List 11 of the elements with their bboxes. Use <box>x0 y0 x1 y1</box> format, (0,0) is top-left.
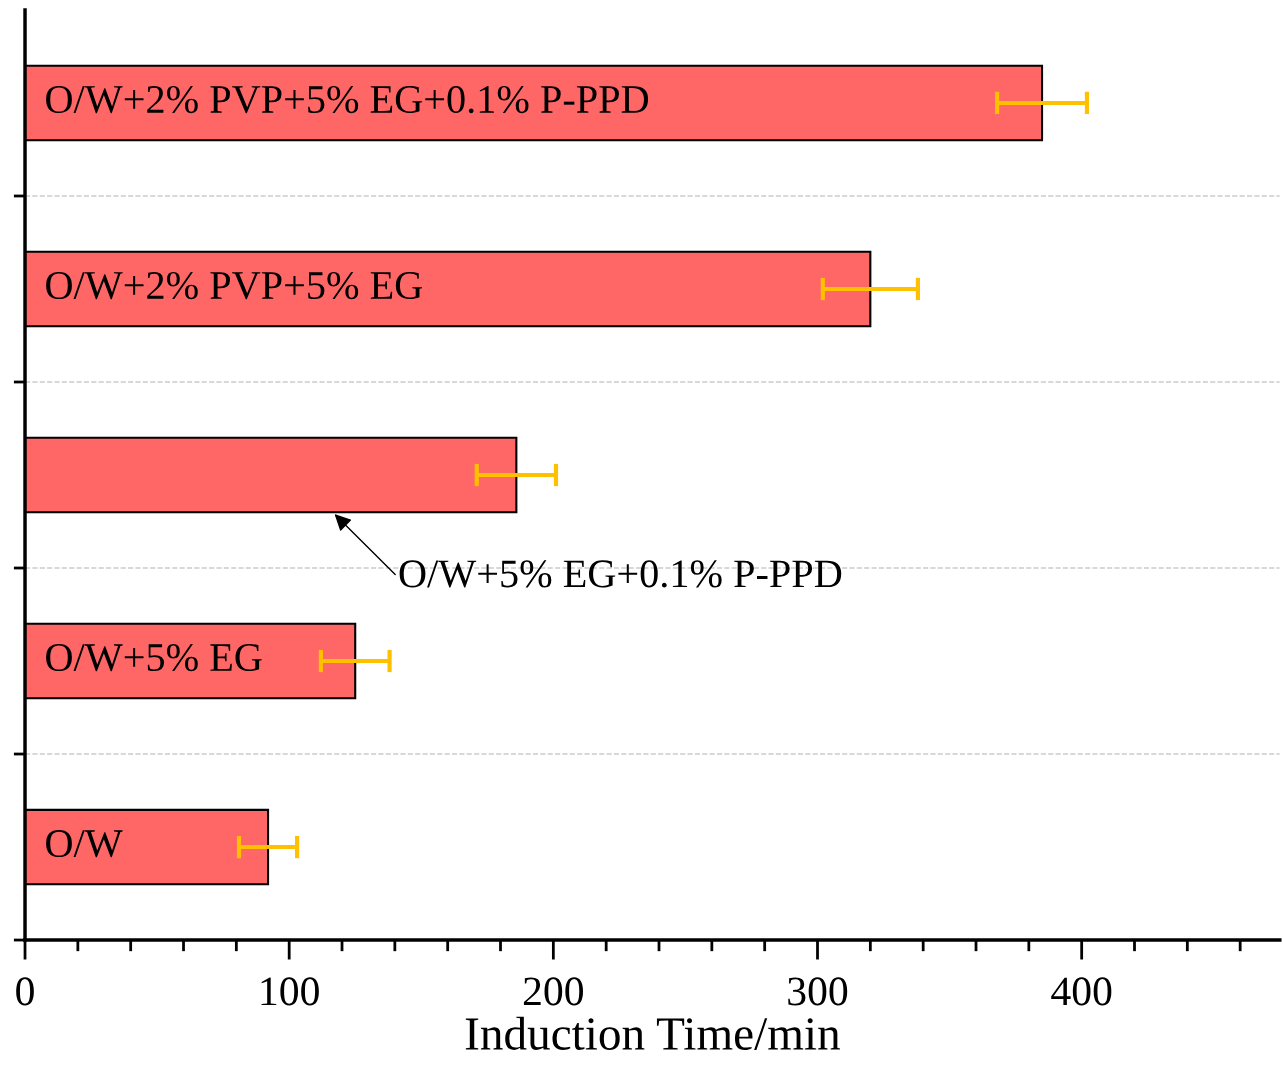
x-tick-label: 200 <box>523 977 584 1006</box>
x-tick-label: 100 <box>261 977 319 1006</box>
y-tick-label: O/W <box>46 830 123 858</box>
y-tick-label: O/W+5% EG+0.1% P-PPD <box>399 560 842 588</box>
y-tick-label: O/W+5% EG <box>46 643 262 672</box>
x-axis-title: Induction Time/min <box>465 1016 840 1050</box>
y-tick-label: O/W+2% PVP+5% EG <box>46 271 423 300</box>
x-tick-label: 300 <box>788 977 848 1006</box>
x-tick-label: 0 <box>16 977 34 1006</box>
y-tick-label: O/W+2% PVP+5% EG+0.1% P-PPD <box>46 85 649 114</box>
x-tick-label: 400 <box>1051 977 1112 1006</box>
